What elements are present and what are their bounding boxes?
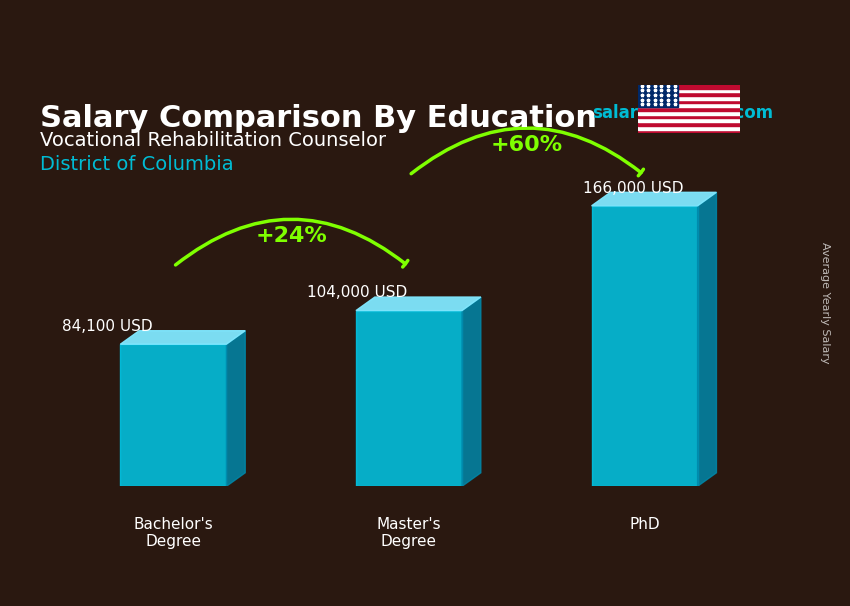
Bar bbox=[638, 96, 740, 100]
Polygon shape bbox=[121, 331, 245, 344]
Bar bbox=[638, 85, 678, 107]
Polygon shape bbox=[698, 192, 717, 486]
Text: 166,000 USD: 166,000 USD bbox=[582, 181, 683, 196]
Bar bbox=[121, 344, 226, 486]
Text: PhD: PhD bbox=[629, 517, 660, 531]
Polygon shape bbox=[226, 331, 245, 486]
Bar bbox=[638, 118, 740, 122]
Bar bbox=[638, 104, 740, 107]
Text: .com: .com bbox=[728, 104, 773, 122]
Bar bbox=[638, 107, 740, 111]
Bar bbox=[638, 100, 740, 104]
Polygon shape bbox=[356, 297, 481, 311]
Text: 84,100 USD: 84,100 USD bbox=[62, 319, 153, 334]
Bar bbox=[356, 311, 462, 486]
Polygon shape bbox=[592, 192, 717, 206]
Bar bbox=[638, 85, 740, 88]
Text: Master's
Degree: Master's Degree bbox=[377, 517, 441, 549]
Bar bbox=[638, 130, 740, 133]
Bar bbox=[638, 115, 740, 118]
Text: salary: salary bbox=[592, 104, 649, 122]
Text: 104,000 USD: 104,000 USD bbox=[307, 285, 407, 301]
Text: Average Yearly Salary: Average Yearly Salary bbox=[819, 242, 830, 364]
Bar bbox=[592, 206, 698, 486]
Text: explorer: explorer bbox=[650, 104, 729, 122]
Text: District of Columbia: District of Columbia bbox=[40, 155, 234, 174]
Text: Bachelor's
Degree: Bachelor's Degree bbox=[133, 517, 213, 549]
Bar bbox=[638, 126, 740, 130]
Text: +60%: +60% bbox=[490, 135, 563, 155]
Bar bbox=[638, 88, 740, 92]
Text: Vocational Rehabilitation Counselor: Vocational Rehabilitation Counselor bbox=[40, 132, 386, 150]
Polygon shape bbox=[462, 297, 481, 486]
Bar bbox=[638, 92, 740, 96]
Bar bbox=[638, 122, 740, 126]
Text: Salary Comparison By Education: Salary Comparison By Education bbox=[40, 104, 597, 133]
Bar bbox=[638, 111, 740, 115]
Text: +24%: +24% bbox=[255, 226, 327, 246]
